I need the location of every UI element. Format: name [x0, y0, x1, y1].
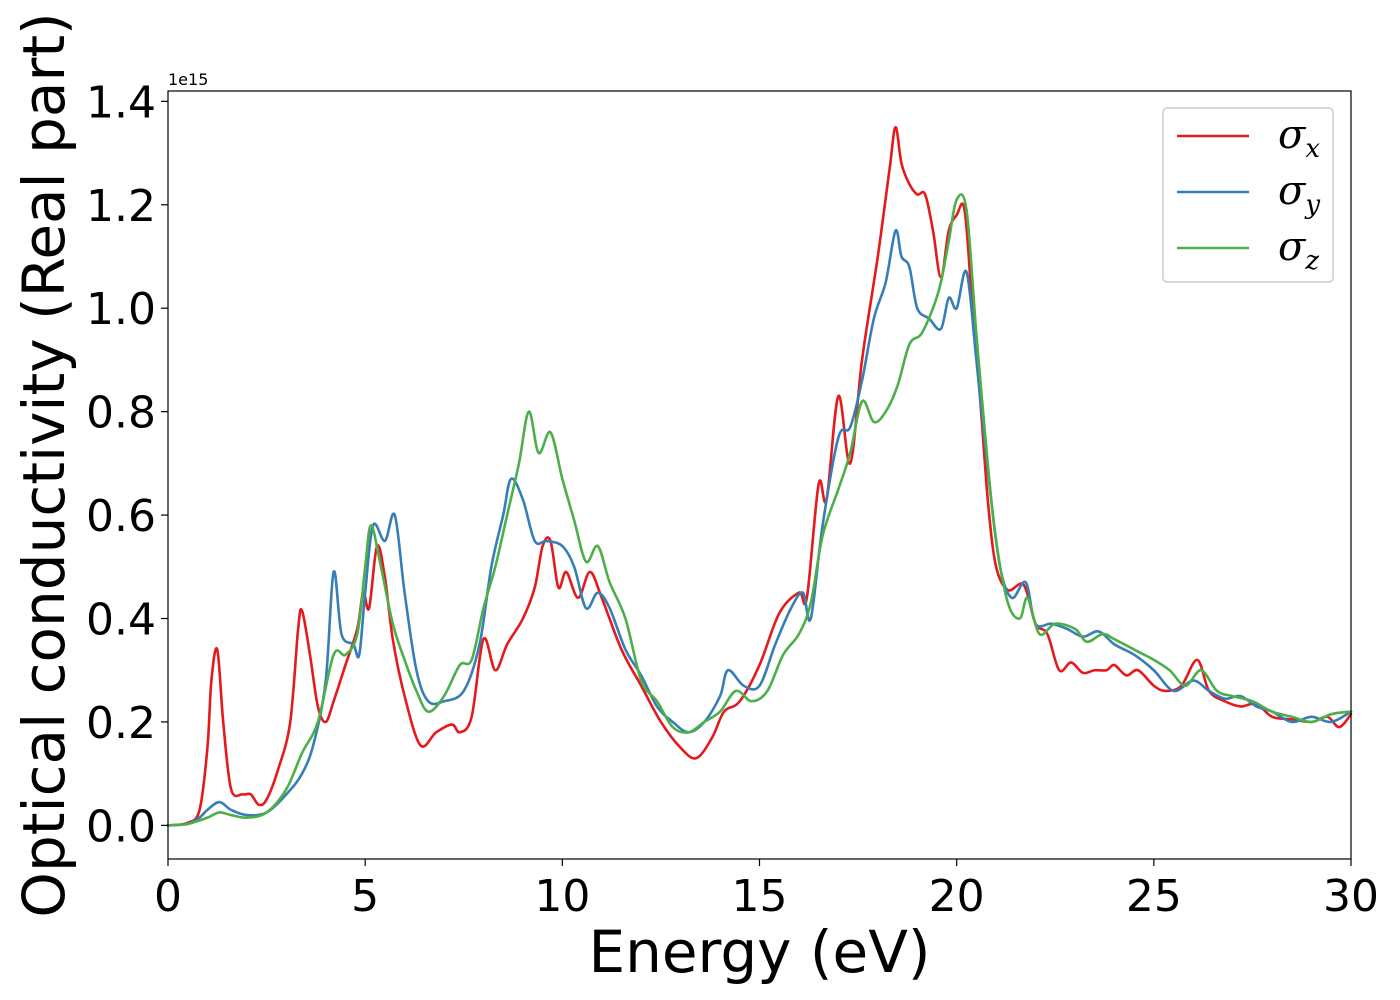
legend-label-z: σz [1278, 224, 1319, 276]
legend-subscript: z [1304, 246, 1319, 276]
y-axis-ticks: 0.0 0.2 0.4 0.6 0.8 1.0 1.2 1.4 [86, 77, 168, 852]
y-tick-label: 0.6 [86, 491, 156, 542]
x-tick-label: 5 [351, 871, 379, 922]
y-tick-label: 1.0 [86, 284, 156, 335]
legend-subscript: x [1305, 134, 1320, 164]
y-tick-label: 1.4 [86, 77, 156, 128]
legend-box [1162, 107, 1334, 283]
x-tick-label: 20 [929, 871, 985, 922]
y-tick-label: 0.0 [86, 801, 156, 852]
y-tick-label: 1.2 [86, 181, 156, 232]
series-layer [166, 125, 1353, 827]
series-line-z [166, 193, 1353, 827]
x-axis-ticks: 0 5 10 15 20 25 30 [154, 859, 1379, 922]
x-tick-label: 30 [1323, 871, 1379, 922]
series-line-x [166, 125, 1353, 827]
legend-symbol: σ [1278, 224, 1307, 270]
legend-symbol: σ [1278, 112, 1307, 158]
legend-label-y: σy [1278, 168, 1320, 220]
y-tick-label: 0.4 [86, 595, 156, 646]
y-axis-label: Optical conductivity (Real part) [10, 12, 78, 917]
y-tick-label: 0.2 [86, 698, 156, 749]
legend-label-x: σx [1278, 112, 1320, 164]
x-tick-label: 25 [1126, 871, 1182, 922]
x-tick-label: 10 [534, 871, 590, 922]
y-tick-label: 0.8 [86, 388, 156, 439]
x-axis-label: Energy (eV) [588, 918, 930, 986]
x-tick-label: 15 [732, 871, 788, 922]
x-tick-label: 0 [154, 871, 182, 922]
y-offset-text: 1e15 [168, 70, 208, 89]
legend-subscript: y [1304, 190, 1320, 220]
legend-symbol: σ [1278, 168, 1307, 214]
